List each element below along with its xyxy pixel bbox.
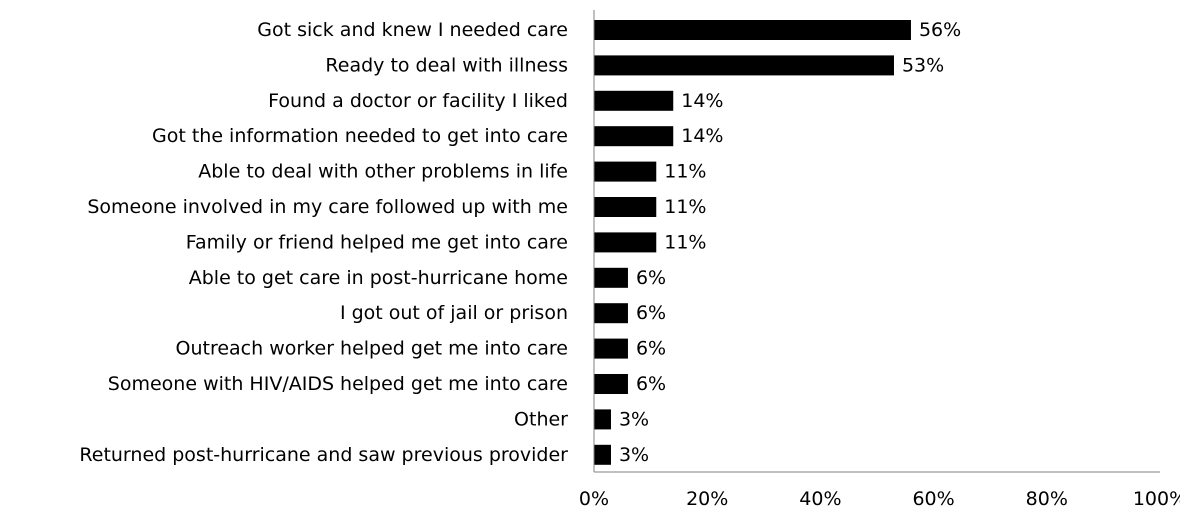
- category-label: Found a doctor or facility I liked: [268, 90, 568, 112]
- data-label: 6%: [636, 267, 666, 289]
- data-label: 6%: [636, 373, 666, 395]
- x-tick-label: 0%: [579, 488, 609, 510]
- category-label: Ready to deal with illness: [325, 54, 568, 76]
- data-label: 11%: [664, 161, 706, 183]
- category-label: Someone involved in my care followed up …: [87, 196, 568, 218]
- data-label: 11%: [664, 196, 706, 218]
- bar: [594, 20, 911, 40]
- category-label: Someone with HIV/AIDS helped get me into…: [108, 373, 568, 395]
- data-label: 11%: [664, 231, 706, 253]
- data-label: 6%: [636, 302, 666, 324]
- data-label: 53%: [902, 54, 944, 76]
- bar: [594, 374, 628, 394]
- x-tick-labels: 0% 20% 40% 60% 80% 100%: [579, 488, 1180, 510]
- bar: [594, 267, 628, 288]
- bar: [594, 90, 674, 111]
- category-label: Got sick and knew I needed care: [257, 19, 568, 41]
- category-labels: Got sick and knew I needed care Ready to …: [79, 19, 568, 466]
- data-label: 14%: [681, 125, 723, 147]
- bar: [594, 197, 657, 217]
- category-label: Family or friend helped me get into care: [186, 231, 568, 253]
- category-label: Returned post-hurricane and saw previous…: [79, 444, 568, 466]
- x-tick-label: 20%: [686, 488, 728, 510]
- value-labels: 56% 53% 14% 14% 11% 11% 11% 6% 6% 6% 6% 3% 3%: [619, 19, 961, 466]
- bars: [594, 20, 911, 465]
- category-label: Outreach worker helped get me into care: [176, 338, 569, 360]
- bar: [594, 161, 657, 182]
- bar: [594, 444, 611, 465]
- data-label: 3%: [619, 444, 649, 466]
- data-label: 3%: [619, 408, 649, 430]
- bar: [594, 126, 674, 147]
- category-label: Other: [514, 408, 568, 430]
- bar: [594, 303, 628, 324]
- bar: [594, 232, 657, 253]
- x-tick-label: 60%: [912, 488, 954, 510]
- x-tick-label: 40%: [799, 488, 841, 510]
- category-label: Able to get care in post-hurricane home: [189, 267, 568, 289]
- data-label: 14%: [681, 90, 723, 112]
- bar: [594, 338, 628, 359]
- x-tick-label: 100%: [1133, 488, 1180, 510]
- x-tick-label: 80%: [1026, 488, 1068, 510]
- bar: [594, 409, 611, 430]
- data-label: 6%: [636, 338, 666, 360]
- category-label: I got out of jail or prison: [340, 302, 568, 324]
- category-label: Able to deal with other problems in life: [198, 161, 568, 183]
- data-label: 56%: [919, 19, 961, 41]
- bar: [594, 55, 894, 76]
- category-label: Got the information needed to get into c…: [152, 125, 568, 147]
